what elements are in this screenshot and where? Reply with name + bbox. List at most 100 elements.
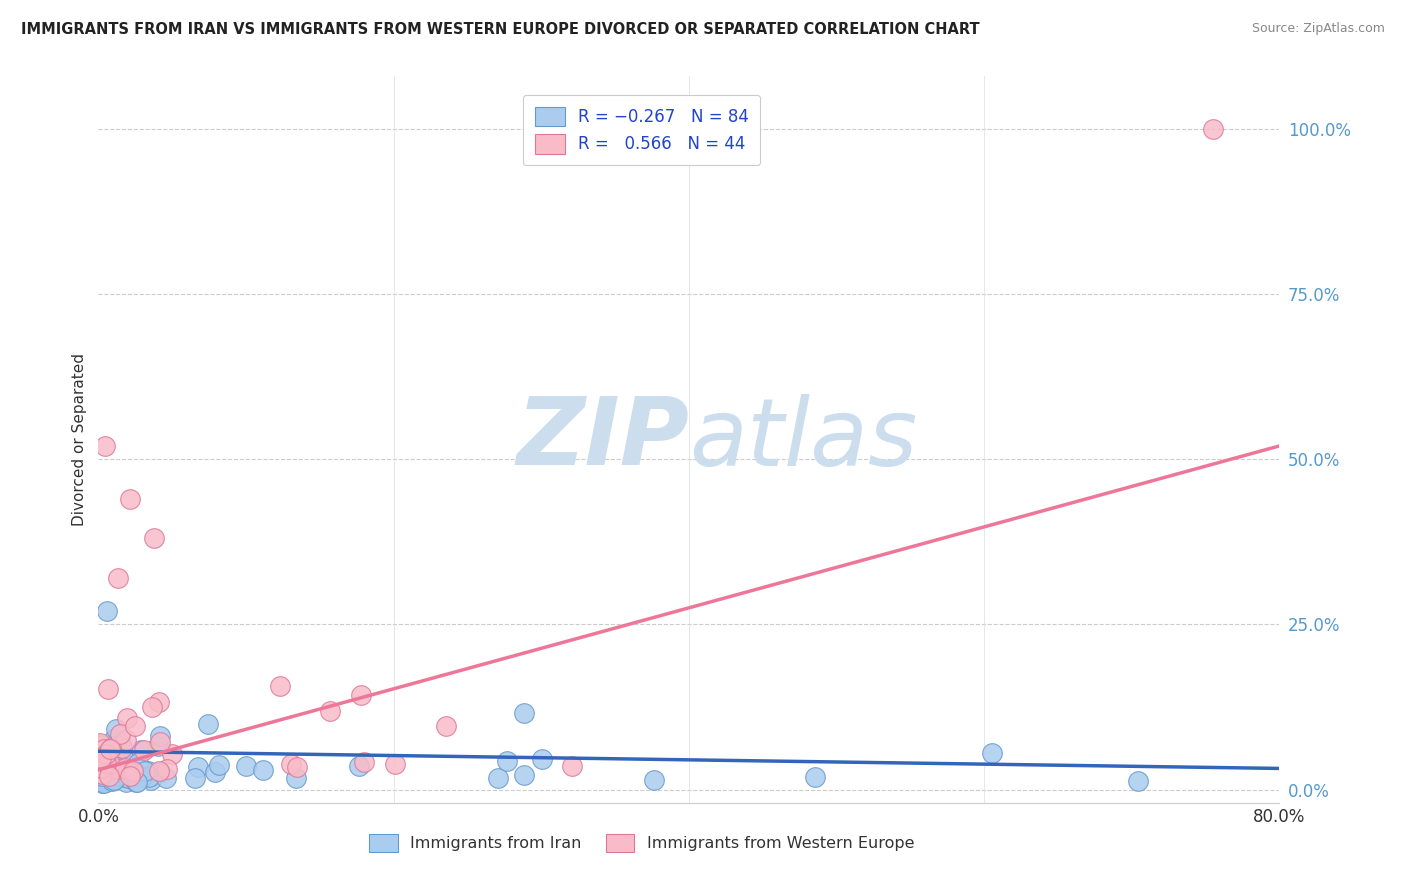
Point (91, 774, 114, 789)
Point (107, 764, 129, 779)
Point (204, 764, 226, 779)
Point (561, 759, 583, 773)
Point (107, 762, 129, 776)
Point (104, 759, 127, 773)
Point (148, 764, 170, 778)
Point (104, 722, 127, 736)
Point (117, 763, 139, 777)
Point (97, 681, 120, 696)
Point (486, 772, 509, 786)
Point (89, 747, 111, 762)
Point (89, 736, 111, 750)
Point (89, 738, 111, 752)
Point (132, 743, 155, 757)
Point (103, 768, 125, 782)
Point (103, 773, 125, 788)
Point (91, 775, 114, 789)
Point (121, 764, 143, 779)
Point (89, 739, 111, 753)
Point (114, 774, 136, 789)
Point (125, 775, 148, 789)
Point (107, 571, 129, 585)
Point (100, 772, 122, 786)
Point (141, 699, 163, 714)
Point (89, 749, 111, 764)
Point (104, 737, 127, 751)
Point (496, 755, 519, 769)
Point (118, 491, 141, 506)
Point (93, 764, 115, 779)
Point (96, 753, 118, 767)
Text: ZIP: ZIP (516, 393, 689, 485)
Point (93, 741, 115, 756)
Point (252, 764, 274, 778)
Point (91, 769, 114, 783)
Text: Source: ZipAtlas.com: Source: ZipAtlas.com (1251, 22, 1385, 36)
Point (90, 772, 112, 786)
Point (643, 772, 665, 787)
Legend: Immigrants from Iran, Immigrants from Western Europe: Immigrants from Iran, Immigrants from We… (361, 826, 922, 860)
Point (319, 704, 342, 718)
Point (97, 770, 120, 784)
Point (90, 761, 112, 775)
Point (96, 604, 118, 618)
Point (235, 759, 257, 773)
Point (269, 680, 291, 694)
Point (156, 762, 179, 776)
Point (98, 757, 121, 772)
Point (141, 769, 163, 783)
Point (111, 741, 134, 756)
Point (127, 756, 149, 770)
Point (1126, 774, 1149, 789)
Point (117, 771, 139, 785)
Point (284, 772, 307, 786)
Point (136, 764, 159, 778)
Point (111, 755, 134, 769)
Point (108, 727, 131, 741)
Point (104, 752, 127, 766)
Point (90, 765, 112, 780)
Point (100, 759, 122, 773)
Point (131, 770, 153, 784)
Point (98, 742, 121, 756)
Point (530, 752, 553, 766)
Point (197, 717, 219, 731)
Point (114, 761, 136, 775)
Point (114, 770, 136, 784)
Point (110, 737, 132, 751)
Point (108, 770, 131, 784)
Point (139, 772, 162, 787)
Point (91, 766, 114, 780)
Point (125, 775, 148, 789)
Point (120, 764, 142, 778)
Point (90, 742, 112, 756)
Point (100, 764, 122, 779)
Point (155, 771, 177, 785)
Text: IMMIGRANTS FROM IRAN VS IMMIGRANTS FROM WESTERN EUROPE DIVORCED OR SEPARATED COR: IMMIGRANTS FROM IRAN VS IMMIGRANTS FROM … (21, 22, 980, 37)
Point (115, 733, 138, 747)
Point (98, 772, 121, 786)
Point (183, 772, 205, 786)
Point (89, 748, 111, 763)
Point (143, 532, 166, 546)
Point (110, 763, 132, 777)
Point (208, 757, 231, 772)
Point (90, 751, 112, 765)
Point (94, 747, 117, 761)
Point (1202, 121, 1225, 136)
Point (100, 741, 122, 756)
Point (187, 760, 209, 774)
Point (513, 706, 536, 720)
Point (129, 743, 152, 757)
Point (90, 739, 112, 754)
Point (91, 770, 114, 784)
Point (104, 759, 127, 773)
Point (981, 746, 1004, 760)
Point (98, 769, 121, 783)
Point (117, 763, 139, 777)
Point (103, 732, 125, 747)
Point (353, 755, 375, 769)
Point (118, 769, 141, 783)
Point (122, 756, 145, 770)
Point (148, 695, 170, 709)
